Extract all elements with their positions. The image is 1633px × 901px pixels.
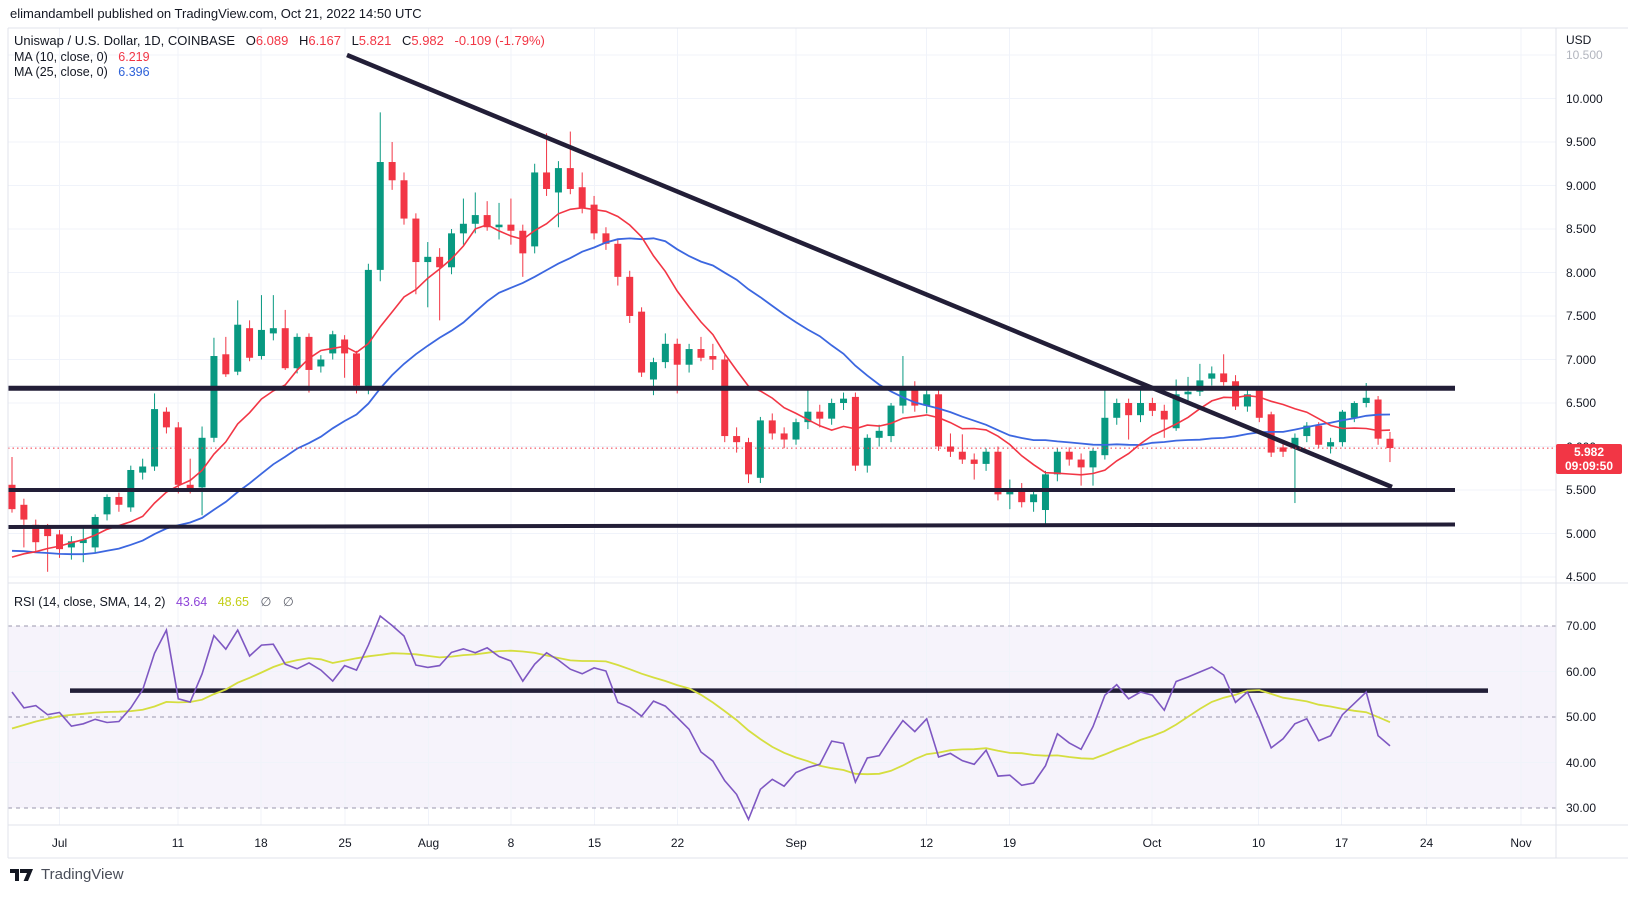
ohlc-high: H6.167 [299,33,341,48]
last-price-value: 5.982 [1573,445,1605,459]
attribution-bar: elimandambell published on TradingView.c… [10,6,422,21]
symbol-title: Uniswap / U.S. Dollar, 1D, COINBASE [14,33,236,48]
symbol-legend-row: Uniswap / U.S. Dollar, 1D, COINBASE O6.0… [14,33,545,49]
bar-countdown: 09:09:50 [1564,459,1614,473]
attribution-text: elimandambell published on TradingView.c… [10,6,422,21]
ohlc-open: O6.089 [245,33,289,48]
ma25-legend-value: 6.396 [118,65,150,79]
rsi-line[interactable] [11,614,1391,822]
candles-layer[interactable] [8,112,1394,572]
rsi-pane-lines[interactable] [11,614,1488,822]
footer[interactable]: TradingView [10,866,124,883]
drawn-trendlines[interactable] [7,52,1456,529]
descending-trendline[interactable] [346,52,1393,490]
ma25-legend-row: MA (25, close, 0) 6.396 [14,65,545,79]
rsi-value: 43.64 [175,595,208,609]
ma10-legend-row: MA (10, close, 0) 6.219 [14,50,545,64]
ohlc-low: L5.821 [351,33,392,48]
pane-separators [7,27,1628,859]
ma25-legend-label: MA (25, close, 0) [14,65,108,79]
rsi-legend-label: RSI (14, close, SMA, 14, 2) [14,595,166,609]
lower-support-line[interactable] [7,522,1456,529]
ma10-line[interactable] [11,206,1391,558]
rsi-legend: RSI (14, close, SMA, 14, 2) 43.64 48.65 … [14,594,298,609]
rsi-sma-line[interactable] [11,649,1391,776]
ma25-line[interactable] [11,237,1391,556]
ma10-legend-value: 6.219 [118,50,150,64]
last-price-label: 5.982 09:09:50 [1556,444,1622,474]
tradingview-logo-icon [10,867,34,883]
ma10-legend-label: MA (10, close, 0) [14,50,108,64]
ohlc-close: C5.982 [401,33,444,48]
symbol-legend: Uniswap / U.S. Dollar, 1D, COINBASE O6.0… [14,33,545,79]
rsi-legend-flags: ∅ ∅ [260,595,298,609]
change-value: -0.109 (-1.79%) [454,33,545,48]
rsi-sma-value: 48.65 [217,595,249,609]
tradingview-wordmark: TradingView [41,866,124,883]
